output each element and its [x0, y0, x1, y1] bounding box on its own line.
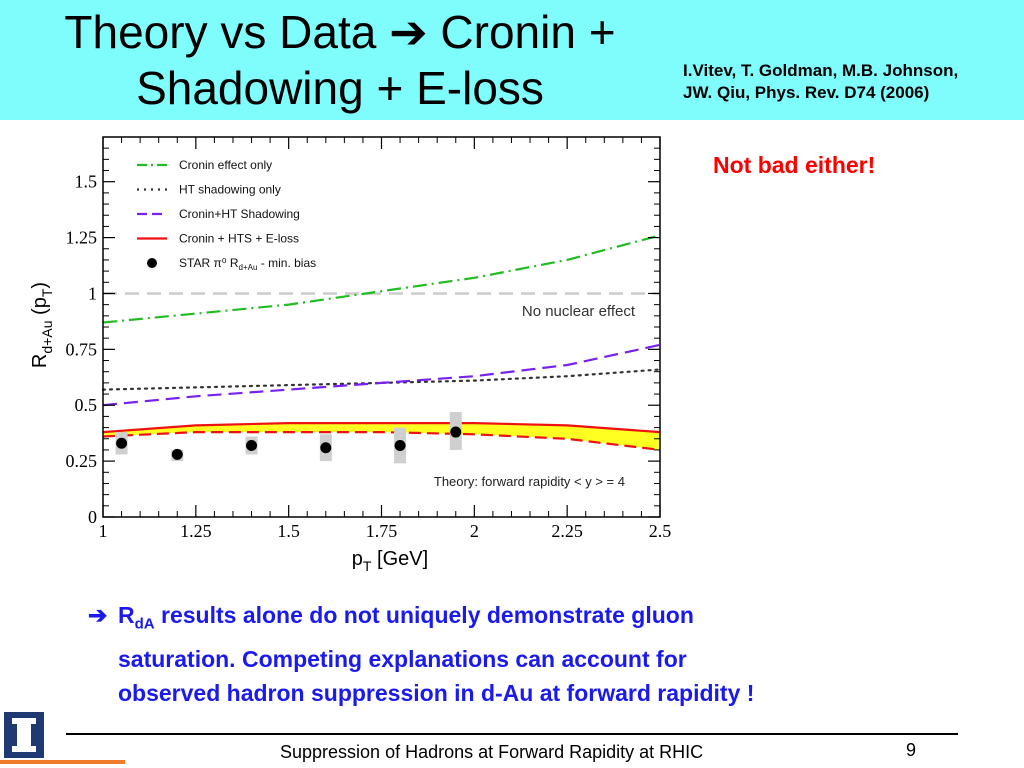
- plot-background: [103, 137, 660, 517]
- y-tick-label: 0.75: [66, 339, 98, 359]
- bullet-r: R: [118, 602, 135, 628]
- arrow-icon: ➔: [88, 602, 108, 628]
- series-line: [101, 368, 662, 391]
- x-axis-label-main: p: [352, 548, 363, 570]
- y-axis-label-close: ): [29, 282, 51, 289]
- y-axis-label-paren: (p: [29, 297, 51, 315]
- title-banner: Theory vs Data ➔ Cronin + Shadowing + E-…: [0, 0, 1024, 120]
- band-upper-line: [102, 422, 661, 434]
- y-axis-label-sub: d+Au: [39, 321, 55, 354]
- legend-label: Cronin+HT Shadowing: [179, 207, 300, 221]
- reference-line-2: JW. Qiu, Phys. Rev. D74 (2006): [683, 83, 930, 102]
- footer-divider: [66, 733, 958, 735]
- title-line-2: Shadowing + E-loss: [136, 62, 544, 114]
- x-tick-label: 1.5: [277, 521, 300, 541]
- bullet-line-1: RdA results alone do not uniquely demons…: [118, 598, 888, 642]
- x-tick-label: 1: [99, 521, 108, 541]
- bullet-r-sub: dA: [134, 615, 155, 633]
- y-tick-label: 1.5: [75, 172, 98, 192]
- slide-title: Theory vs Data ➔ Cronin + Shadowing + E-…: [0, 4, 680, 116]
- reference-line-label: No nuclear effect: [522, 303, 636, 320]
- plot-area: [103, 137, 660, 517]
- y-tick-label: 0: [88, 507, 97, 527]
- y-axis-label-paren-sub: T: [39, 288, 55, 297]
- series-line: [102, 234, 661, 324]
- y-tick-label: 1.25: [66, 228, 98, 248]
- conclusion-bullet: ➔ RdA results alone do not uniquely demo…: [88, 598, 888, 710]
- bullet-line-1-rest: results alone do not uniquely demonstrat…: [154, 602, 694, 628]
- x-axis-label: pT [GeV]: [352, 548, 428, 573]
- x-axis-label-unit: [GeV]: [371, 548, 428, 570]
- x-tick-label: 1.25: [180, 521, 212, 541]
- y-tick-label: 0.5: [75, 395, 98, 415]
- rdau-chart: 1 1.25 1.5 1.75 2 2.25 2.5 0 0.25 0.5 0.75 1 1.25 1.5…: [29, 136, 672, 573]
- data-point: [394, 439, 406, 451]
- x-tick-label: 2: [470, 521, 479, 541]
- data-point: [246, 439, 258, 451]
- series-layer: [101, 234, 662, 464]
- x-tick-label: 2.25: [551, 521, 583, 541]
- y-tick-label: 1: [88, 283, 97, 303]
- data-point: [116, 437, 128, 449]
- theory-annotation: Theory: forward rapidity < y > = 4: [434, 474, 625, 489]
- logo-strip: [0, 760, 125, 764]
- x-tick-label: 1.75: [366, 521, 398, 541]
- page-number: 9: [906, 740, 917, 760]
- x-tick-label: 2.5: [649, 521, 672, 541]
- reference: I.Vitev, T. Goldman, M.B. Johnson, JW. Q…: [683, 60, 1013, 104]
- bullet-line-3: observed hadron suppression in d-Au at f…: [118, 679, 755, 706]
- data-point: [450, 426, 462, 438]
- x-axis-label-sub: T: [363, 558, 372, 573]
- data-point: [171, 448, 183, 460]
- legend-label: Cronin effect only: [179, 158, 272, 172]
- legend-label: STAR π⁰ Rd+Au - min. bias: [179, 256, 316, 272]
- legend-marker: [147, 258, 157, 268]
- title-line-1: Theory vs Data ➔ Cronin +: [64, 6, 616, 58]
- band-lower-line: [102, 431, 661, 451]
- legend-label: HT shadowing only: [179, 183, 281, 197]
- axes-layer: 1 1.25 1.5 1.75 2 2.25 2.5 0 0.25 0.5 0.75 1 1.25 1.5: [66, 136, 672, 541]
- note-text: Not bad either!: [713, 152, 876, 178]
- data-point: [320, 442, 332, 454]
- reference-line-1: I.Vitev, T. Goldman, M.B. Johnson,: [683, 61, 959, 80]
- series-line: [102, 343, 661, 407]
- legend-label: Cronin + HTS + E-loss: [179, 232, 299, 246]
- y-axis-label-main: R: [29, 354, 51, 368]
- y-tick-label: 0.25: [66, 451, 98, 471]
- band-fill: [103, 423, 660, 450]
- y-axis-label: Rd+Au (pT): [29, 282, 55, 368]
- bullet-line-2: saturation. Competing explanations can a…: [118, 645, 687, 672]
- legend: Cronin effect only HT shadowing only Croni…: [137, 158, 316, 272]
- footer-text: Suppression of Hadrons at Forward Rapidi…: [280, 742, 704, 762]
- university-logo: [4, 712, 44, 758]
